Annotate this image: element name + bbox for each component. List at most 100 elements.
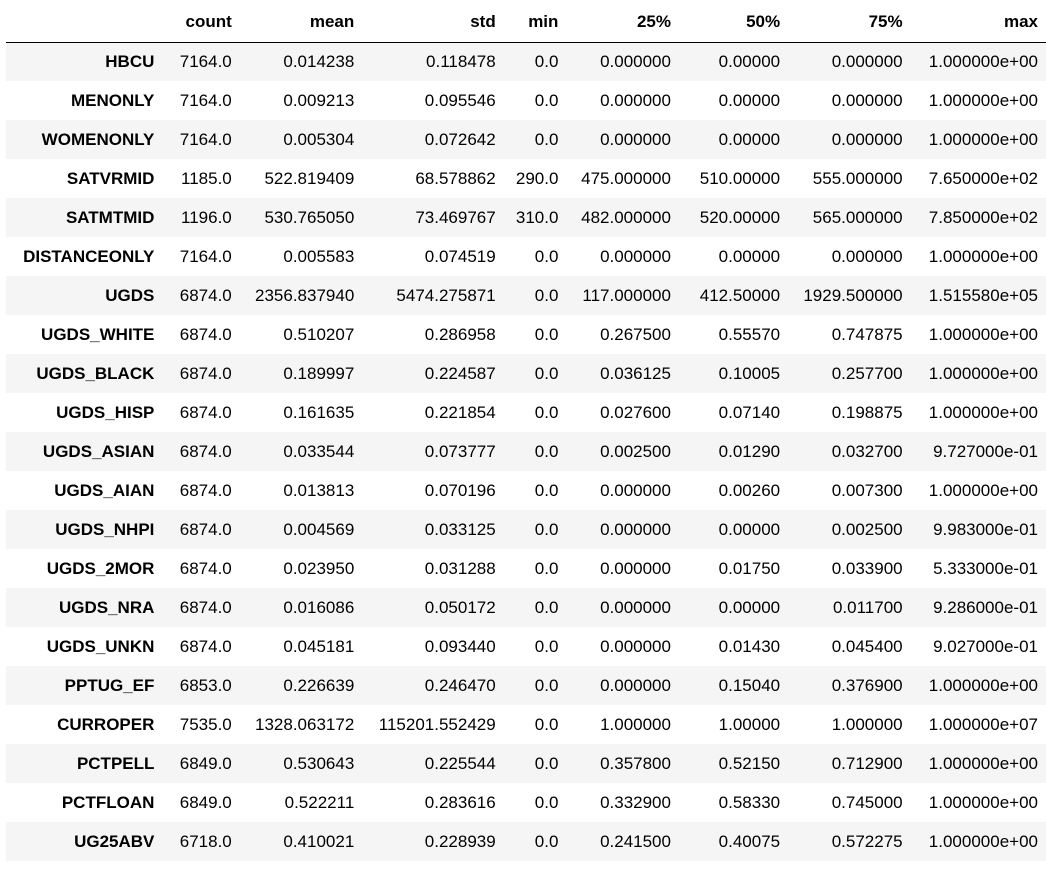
table-cell: 1.000000 bbox=[831, 714, 903, 734]
table-cell: 6874.0 bbox=[179, 519, 232, 539]
table-row: UGDS 6874.0 2356.837940 5474.275871 0.0 117.0… bbox=[6, 276, 1046, 315]
table-cell: 0.510207 bbox=[283, 324, 355, 344]
table-cell: 1.515580e+05 bbox=[928, 285, 1038, 305]
table-cell: 0.224587 bbox=[424, 363, 496, 383]
table-cell: 0.0 bbox=[534, 441, 559, 461]
table-cell: 7164.0 bbox=[179, 51, 232, 71]
table-cell: 0.00000 bbox=[718, 51, 781, 71]
table-cell: 0.011700 bbox=[832, 597, 903, 617]
table-cell: 68.578862 bbox=[415, 168, 496, 188]
table-cell: 1.000000e+00 bbox=[928, 480, 1038, 500]
row-index-label: UGDS_WHITE bbox=[41, 324, 155, 344]
table-cell: 0.00000 bbox=[718, 246, 781, 266]
table-cell: 0.023950 bbox=[283, 558, 355, 578]
table-cell: 6874.0 bbox=[179, 480, 232, 500]
table-cell: 522.819409 bbox=[264, 168, 355, 188]
table-cell: 0.000000 bbox=[600, 597, 671, 617]
table-cell: 1.000000e+00 bbox=[928, 753, 1038, 773]
table-cell: 0.004569 bbox=[283, 519, 355, 539]
table-cell: 0.286958 bbox=[424, 324, 496, 344]
table-cell: 0.283616 bbox=[424, 792, 496, 812]
table-row: UGDS_ASIAN 6874.0 0.033544 0.073777 0.0 0.002… bbox=[6, 432, 1046, 471]
table-cell: 290.0 bbox=[515, 168, 559, 188]
table-cell: 0.246470 bbox=[424, 675, 496, 695]
table-cell: 0.410021 bbox=[283, 831, 355, 851]
table-cell: 2356.837940 bbox=[255, 285, 355, 305]
table-cell: 0.0 bbox=[534, 402, 559, 422]
table-cell: 1.000000e+00 bbox=[928, 792, 1038, 812]
table-row: SATMTMID 1196.0 530.765050 73.469767 310.0 48… bbox=[6, 198, 1046, 237]
table-cell: 0.15040 bbox=[718, 675, 781, 695]
table-cell: 115201.552429 bbox=[378, 714, 496, 734]
table-cell: 0.0 bbox=[534, 285, 559, 305]
table-cell: 0.267500 bbox=[600, 324, 671, 344]
table-cell: 0.530643 bbox=[283, 753, 355, 773]
table-cell: 0.40075 bbox=[718, 831, 781, 851]
header-row: count mean std min 25% 50% 75% max bbox=[6, 3, 1046, 43]
table-cell: 5474.275871 bbox=[396, 285, 496, 305]
table-cell: 6874.0 bbox=[179, 441, 232, 461]
table-cell: 0.000000 bbox=[600, 51, 671, 71]
table-cell: 6874.0 bbox=[179, 324, 232, 344]
table-cell: 1.000000e+00 bbox=[928, 324, 1038, 344]
table-cell: 0.0 bbox=[534, 792, 559, 812]
table-cell: 0.226639 bbox=[283, 675, 355, 695]
table-cell: 555.000000 bbox=[812, 168, 903, 188]
table-cell: 0.0 bbox=[534, 246, 559, 266]
table-cell: 1.000000e+00 bbox=[928, 831, 1038, 851]
table-cell: 0.376900 bbox=[831, 675, 903, 695]
table-cell: 0.0 bbox=[534, 636, 559, 656]
column-header: min bbox=[503, 3, 567, 43]
table-cell: 117.000000 bbox=[582, 285, 671, 305]
table-cell: 0.0 bbox=[534, 363, 559, 383]
table-cell: 0.002500 bbox=[600, 441, 671, 461]
table-cell: 0.031288 bbox=[424, 558, 496, 578]
table-cell: 0.522211 bbox=[284, 792, 355, 812]
table-cell: 6849.0 bbox=[179, 792, 232, 812]
table-cell: 6874.0 bbox=[179, 402, 232, 422]
table-cell: 0.0 bbox=[534, 51, 559, 71]
table-cell: 7.650000e+02 bbox=[928, 168, 1038, 188]
table-row: CURROPER 7535.0 1328.063172 115201.552429 0.… bbox=[6, 705, 1046, 744]
row-index-label: UGDS_HISP bbox=[56, 402, 155, 422]
table-cell: 482.000000 bbox=[581, 207, 671, 227]
table-cell: 1.000000e+00 bbox=[928, 363, 1038, 383]
table-cell: 0.00000 bbox=[718, 519, 781, 539]
table-cell: 510.00000 bbox=[699, 168, 781, 188]
table-cell: 0.0 bbox=[534, 675, 559, 695]
table-cell: 0.045400 bbox=[831, 636, 903, 656]
table-cell: 0.027600 bbox=[600, 402, 671, 422]
row-index-label: PPTUG_EF bbox=[64, 675, 155, 695]
table-cell: 0.745000 bbox=[831, 792, 903, 812]
table-cell: 0.072642 bbox=[424, 129, 496, 149]
table-cell: 0.032700 bbox=[831, 441, 903, 461]
table-cell: 0.000000 bbox=[600, 558, 671, 578]
row-index-label: DISTANCEONLY bbox=[23, 246, 155, 266]
table-cell: 0.00000 bbox=[718, 129, 781, 149]
table-body: HBCU 7164.0 0.014238 0.118478 0.0 0.000000 0.0… bbox=[6, 42, 1046, 861]
table-cell: 0.050172 bbox=[424, 597, 496, 617]
table-cell: 0.073777 bbox=[424, 441, 496, 461]
index-header-blank bbox=[6, 3, 163, 43]
table-cell: 310.0 bbox=[515, 207, 559, 227]
table-cell: 1.000000e+00 bbox=[928, 90, 1038, 110]
table-cell: 0.095546 bbox=[424, 90, 496, 110]
table-cell: 412.50000 bbox=[699, 285, 781, 305]
table-cell: 6849.0 bbox=[179, 753, 232, 773]
table-cell: 0.01290 bbox=[718, 441, 781, 461]
table-cell: 0.000000 bbox=[600, 129, 671, 149]
column-header: 25% bbox=[566, 3, 679, 43]
column-header: max bbox=[910, 3, 1046, 43]
table-cell: 0.07140 bbox=[718, 402, 781, 422]
column-header: mean bbox=[239, 3, 363, 43]
table-cell: 0.014238 bbox=[283, 51, 355, 71]
table-cell: 0.00000 bbox=[718, 597, 781, 617]
table-cell: 9.983000e-01 bbox=[933, 519, 1038, 539]
table-cell: 0.225544 bbox=[424, 753, 496, 773]
table-cell: 6874.0 bbox=[179, 558, 232, 578]
table-cell: 1.000000e+00 bbox=[928, 402, 1038, 422]
row-index-label: UGDS_NHPI bbox=[55, 519, 155, 539]
table-row: WOMENONLY 7164.0 0.005304 0.072642 0.0 0.0000… bbox=[6, 120, 1046, 159]
table-cell: 0.572275 bbox=[831, 831, 903, 851]
table-cell: 0.0 bbox=[534, 597, 559, 617]
